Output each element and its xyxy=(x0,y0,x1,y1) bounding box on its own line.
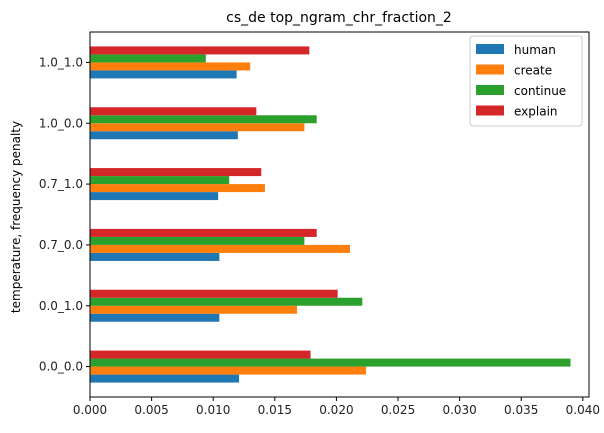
legend-swatch-human xyxy=(476,44,504,54)
bar-human-1.0_1.0 xyxy=(90,70,237,79)
x-tick-label: 0.005 xyxy=(134,403,168,417)
y-tick-label: 1.0_1.0 xyxy=(39,55,83,69)
bar-explain-0.7_1.0 xyxy=(90,168,262,177)
bar-create-1.0_1.0 xyxy=(90,62,251,71)
bar-explain-1.0_1.0 xyxy=(90,46,310,55)
legend: human create continue explain xyxy=(469,35,583,127)
bar-human-0.0_0.0 xyxy=(90,374,240,383)
legend-swatch-explain xyxy=(476,105,504,116)
bar-continue-1.0_1.0 xyxy=(90,54,206,63)
bar-explain-0.7_0.0 xyxy=(90,228,317,237)
chart-title: cs_de top_ngram_chr_fraction_2 xyxy=(226,10,452,26)
legend-box xyxy=(469,35,583,127)
bar-continue-1.0_0.0 xyxy=(90,115,317,124)
bar-continue-0.0_0.0 xyxy=(90,358,571,367)
x-tick-label: 0.010 xyxy=(196,403,230,417)
bar-create-1.0_0.0 xyxy=(90,123,305,132)
bar-human-0.7_1.0 xyxy=(90,192,219,201)
bar-explain-0.0_0.0 xyxy=(90,350,311,359)
y-tick-label: 0.7_0.0 xyxy=(39,238,83,252)
bar-human-0.7_0.0 xyxy=(90,252,220,261)
bar-explain-1.0_0.0 xyxy=(90,107,257,116)
x-tick-label: 0.040 xyxy=(566,403,600,417)
legend-label-create: create xyxy=(514,64,552,78)
legend-label-human: human xyxy=(514,43,556,57)
bar-create-0.7_1.0 xyxy=(90,184,265,193)
y-tick-label: 0.0_0.0 xyxy=(39,360,83,374)
bar-create-0.7_0.0 xyxy=(90,244,350,253)
x-tick-label: 0.030 xyxy=(442,403,476,417)
legend-label-explain: explain xyxy=(514,105,558,119)
bar-create-0.0_0.0 xyxy=(90,366,366,375)
bar-human-0.0_1.0 xyxy=(90,313,220,322)
bar-create-0.0_1.0 xyxy=(90,305,297,314)
x-tick-label: 0.015 xyxy=(258,403,292,417)
x-tick-label: 0.035 xyxy=(504,403,538,417)
bar-continue-0.0_1.0 xyxy=(90,297,363,306)
bar-group xyxy=(90,46,571,383)
bar-continue-0.7_1.0 xyxy=(90,176,230,185)
y-tick-label: 0.7_1.0 xyxy=(39,177,83,191)
x-tick-label: 0.025 xyxy=(381,403,415,417)
y-tick-label: 1.0_0.0 xyxy=(39,116,83,130)
y-tick-label: 0.0_1.0 xyxy=(39,299,83,313)
legend-swatch-continue xyxy=(476,85,504,95)
legend-label-continue: continue xyxy=(514,84,566,98)
legend-swatch-create xyxy=(476,64,504,75)
x-tick-label: 0.000 xyxy=(73,403,107,417)
y-axis-label: temperature, frequency penalty xyxy=(9,121,23,313)
x-tick-label: 0.020 xyxy=(319,403,353,417)
bar-continue-0.7_0.0 xyxy=(90,236,305,245)
bar-human-1.0_0.0 xyxy=(90,131,238,140)
plot-frame xyxy=(89,31,590,398)
x-axis: 0.000 0.005 0.010 0.015 0.020 0.025 0.030 0.035… xyxy=(73,397,600,417)
bar-explain-0.0_1.0 xyxy=(90,289,338,298)
y-axis: 0.0_0.0 0.0_1.0 0.7_0.0 0.7_1.0 1.0_0.0 1.0_1… xyxy=(39,55,90,374)
